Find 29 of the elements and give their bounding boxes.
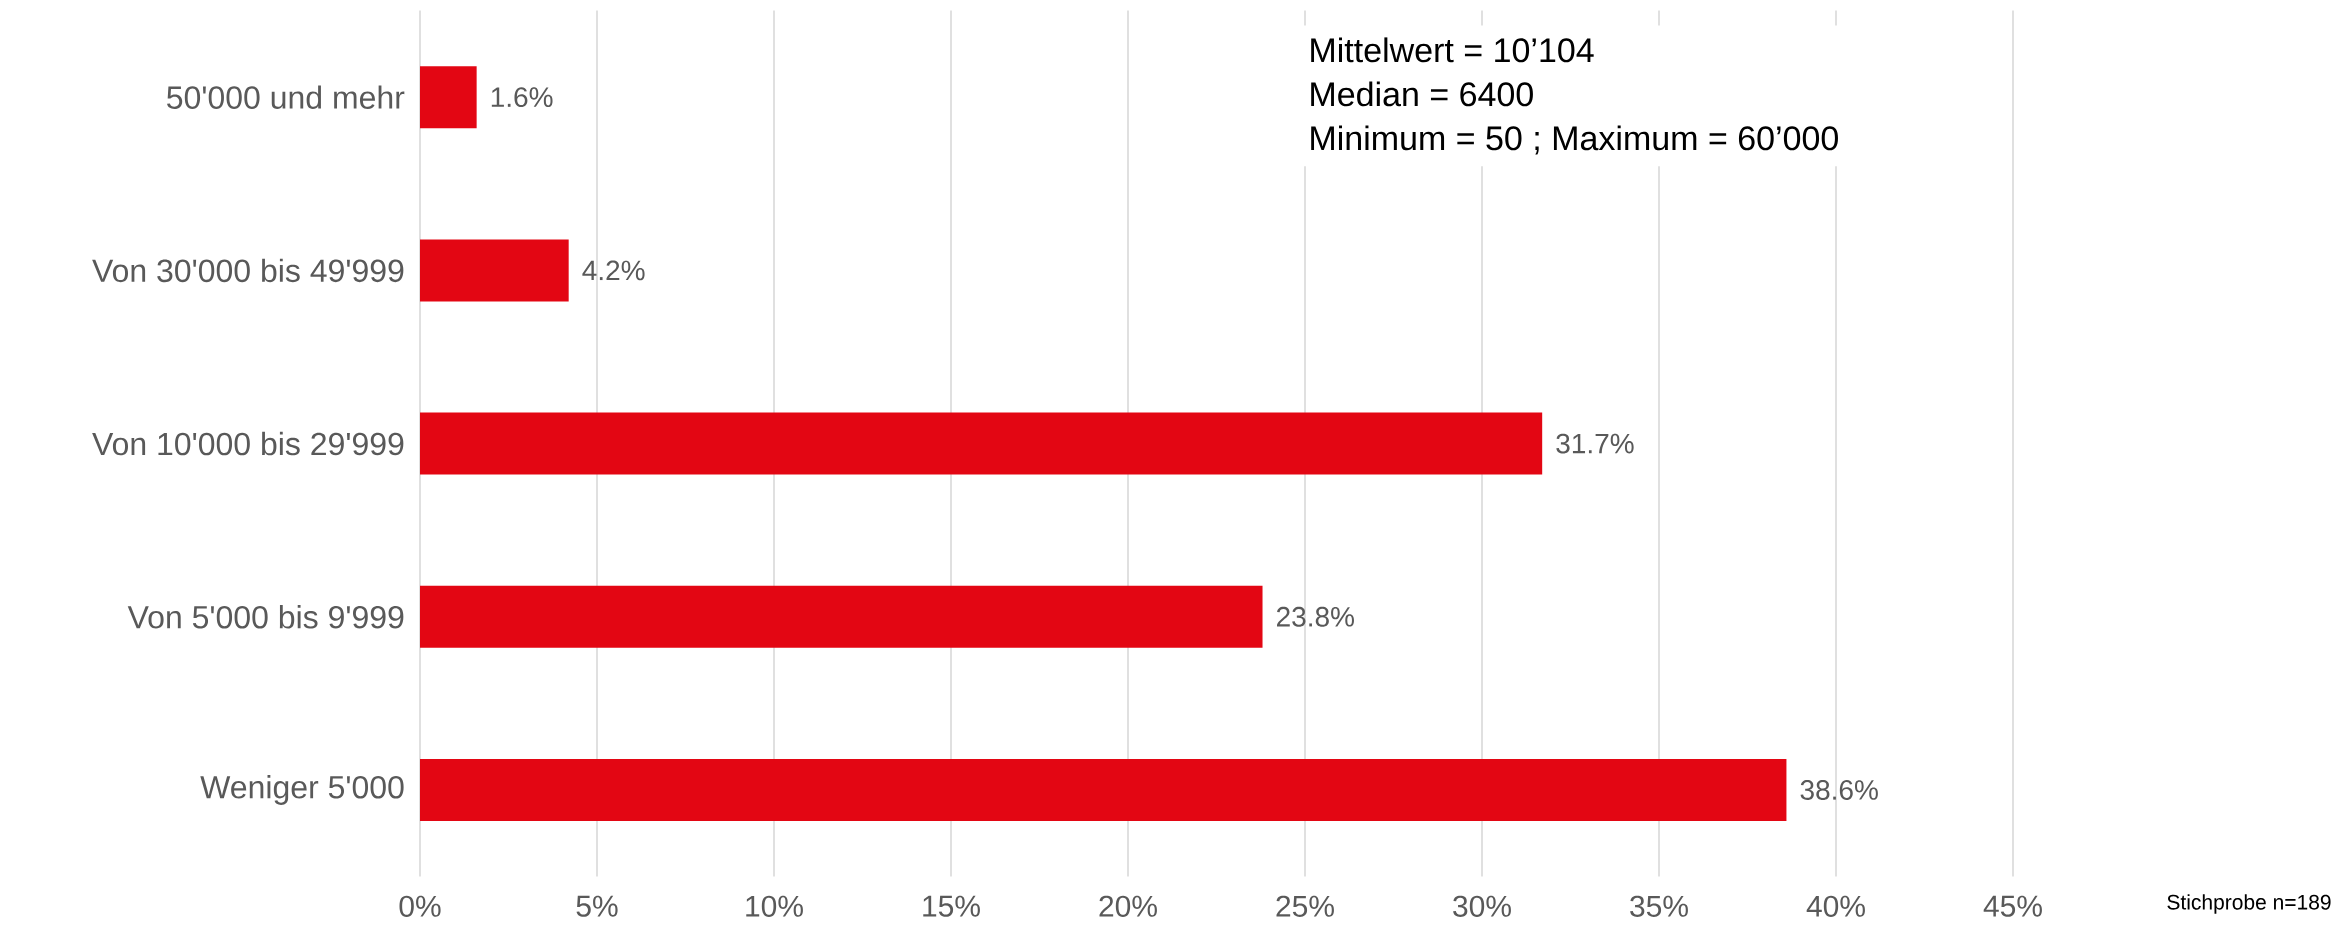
bar <box>420 239 569 302</box>
x-tick-label: 10% <box>746 895 803 917</box>
text: Stichprobe n=189 <box>2167 894 2331 914</box>
x-tick-label: 5% <box>576 895 618 917</box>
y-tick-label: Von 30'000 bis 49'999 <box>92 258 404 283</box>
x-tick-label: 25% <box>1276 895 1334 917</box>
annotation: Median = 6400 <box>1311 81 1533 107</box>
data-label: 31.7% <box>1556 433 1634 454</box>
data-label: 4.2% <box>582 260 645 281</box>
x-tick-label: 45% <box>1983 895 2042 917</box>
annotation: Mittelwert = 10’104 <box>1311 37 1594 63</box>
data-label: 1.6% <box>491 87 553 108</box>
bar <box>420 412 1543 475</box>
y-tick-label: Von 5'000 bis 9'999 <box>127 605 404 629</box>
annotation: Minimum = 50 ; Maximum = 60’000 <box>1311 125 1838 155</box>
data-label: 23.8% <box>1277 606 1354 627</box>
bar <box>420 585 1263 648</box>
y-tick-label: 50'000 und mehr <box>167 85 405 109</box>
bar <box>420 758 1787 821</box>
data-label: 38.6% <box>1800 780 1878 800</box>
x-tick-label: 20% <box>1099 895 1157 917</box>
x-tick-label: 35% <box>1630 895 1688 917</box>
y-tick-label: Von 10'000 bis 29'999 <box>92 431 404 456</box>
x-tick-label: 15% <box>923 895 980 917</box>
x-tick-label: 40% <box>1806 895 1865 917</box>
x-tick-label: 30% <box>1453 895 1511 917</box>
y-tick-label: Weniger 5'000 <box>200 775 404 805</box>
x-tick-label: 0% <box>399 895 441 917</box>
bar <box>420 66 477 129</box>
